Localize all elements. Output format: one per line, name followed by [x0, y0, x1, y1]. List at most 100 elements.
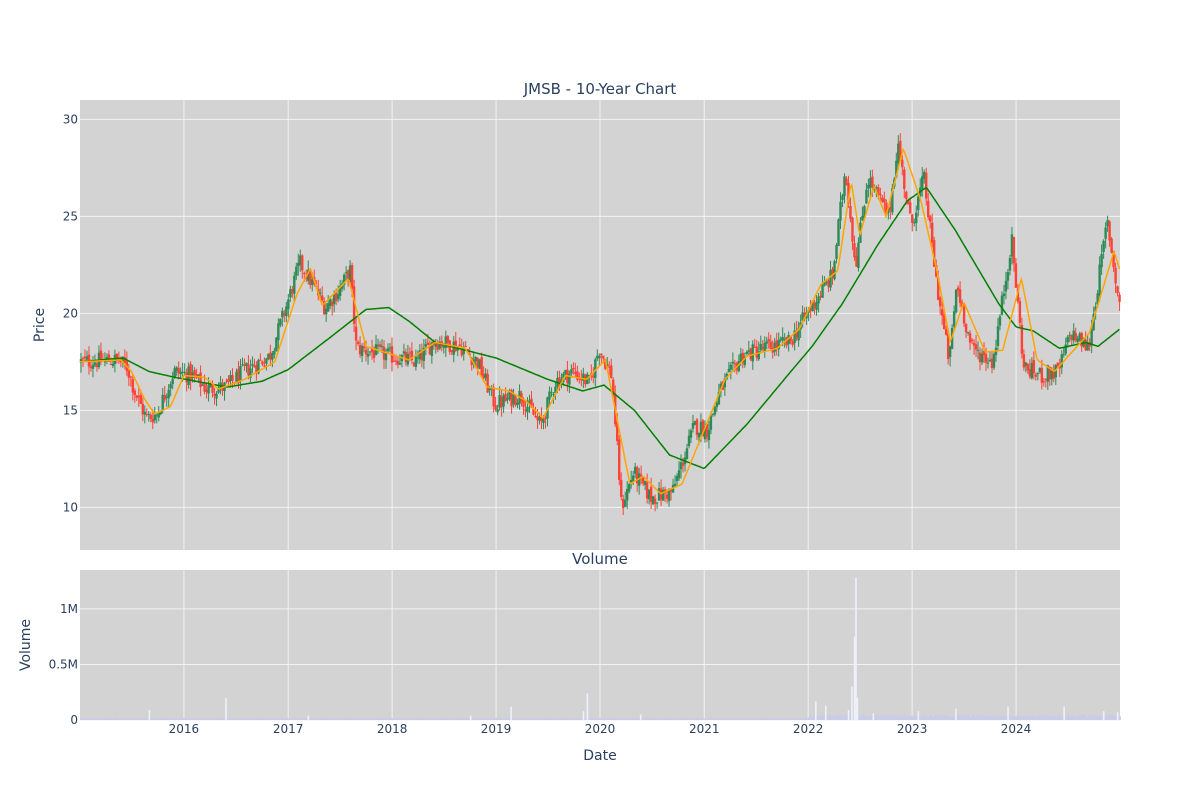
candle-down [847, 183, 850, 204]
volume-bar [980, 716, 982, 720]
candle-up [570, 369, 573, 374]
volume-bar [756, 718, 758, 720]
volume-bar-spike [856, 697, 859, 720]
volume-bar [626, 717, 628, 720]
volume-bar [396, 717, 398, 720]
volume-bar [265, 717, 267, 720]
candle-up [745, 351, 749, 355]
candle-down [372, 350, 376, 358]
candle-up [891, 188, 894, 213]
volume-bar [929, 716, 931, 720]
candle-down [695, 419, 699, 435]
volume-bar [415, 718, 417, 720]
candle-down [761, 346, 764, 349]
volume-bar [1037, 715, 1039, 720]
volume-bar [669, 718, 671, 720]
volume-bar [965, 714, 968, 720]
candle-up [1038, 367, 1042, 373]
volume-bar [757, 718, 759, 720]
volume-bar [612, 717, 614, 720]
volume-bar [585, 718, 587, 720]
volume-bar [645, 718, 647, 720]
volume-bar [501, 718, 503, 720]
volume-bar [628, 718, 630, 720]
volume-bar [1061, 717, 1063, 720]
volume-bar [341, 718, 343, 720]
candle-down [370, 348, 374, 352]
volume-x-tick-label: 2020 [585, 722, 616, 736]
volume-bar [400, 718, 402, 720]
candle-up [624, 500, 627, 507]
volume-bar [158, 718, 160, 720]
volume-bar [869, 715, 871, 720]
volume-bar [709, 718, 711, 720]
candle-down [932, 240, 936, 267]
volume-bar [868, 715, 870, 720]
volume-bar [460, 717, 462, 720]
candle-down [460, 346, 463, 356]
volume-bar [422, 718, 424, 720]
volume-bar [651, 717, 653, 720]
volume-bar [540, 717, 542, 720]
volume-bar [448, 718, 450, 720]
volume-bar [1111, 715, 1113, 720]
volume-bar [767, 717, 769, 720]
volume-bar [1073, 716, 1075, 720]
candle-up [1066, 336, 1069, 343]
volume-bar [660, 718, 662, 720]
candle-down [635, 467, 639, 484]
volume-bar [1109, 714, 1111, 720]
candle-down [213, 393, 216, 396]
candle-down [352, 286, 356, 324]
volume-bar [911, 715, 913, 720]
volume-bar [452, 718, 454, 720]
volume-bar [1086, 716, 1088, 720]
volume-bar [80, 718, 82, 720]
volume-bar [782, 718, 784, 720]
volume-bar [544, 717, 546, 720]
volume-bar [127, 718, 130, 720]
volume-bar [835, 716, 837, 720]
volume-bar [277, 717, 279, 720]
candle-down [109, 363, 113, 365]
volume-bar [493, 717, 495, 720]
candle-down [775, 340, 778, 349]
volume-bar [601, 717, 604, 720]
candle-down [1020, 324, 1024, 354]
volume-bar [150, 718, 152, 720]
candle-up [295, 266, 298, 276]
candle-down [845, 178, 848, 186]
volume-bar [421, 717, 423, 720]
volume-bar [992, 717, 994, 720]
volume-bar [958, 714, 960, 720]
volume-bar [304, 718, 306, 720]
volume-bar [1053, 716, 1055, 720]
volume-bar [144, 717, 147, 720]
volume-bar [1035, 717, 1037, 720]
volume-bar [526, 718, 529, 720]
volume-bar [740, 718, 742, 720]
candle-down [532, 408, 535, 415]
volume-bar [826, 715, 828, 720]
candle-up [338, 285, 342, 297]
volume-bar [1026, 715, 1028, 720]
volume-bar [159, 717, 161, 720]
candle-down [701, 420, 705, 437]
volume-bar [499, 717, 501, 720]
volume-bar [1113, 715, 1115, 720]
candle-down [392, 360, 396, 362]
volume-bar [1062, 716, 1064, 720]
volume-bar [349, 718, 351, 720]
volume-bar [1082, 714, 1085, 720]
volume-bar [220, 717, 222, 720]
volume-bar [749, 718, 751, 720]
volume-bar [275, 717, 277, 720]
volume-bar [983, 714, 985, 720]
volume-bar [359, 717, 361, 720]
volume-bar [301, 717, 303, 720]
candle-up [833, 261, 836, 280]
volume-bar [355, 717, 357, 720]
volume-bar [999, 717, 1001, 720]
candle-up [147, 414, 150, 416]
